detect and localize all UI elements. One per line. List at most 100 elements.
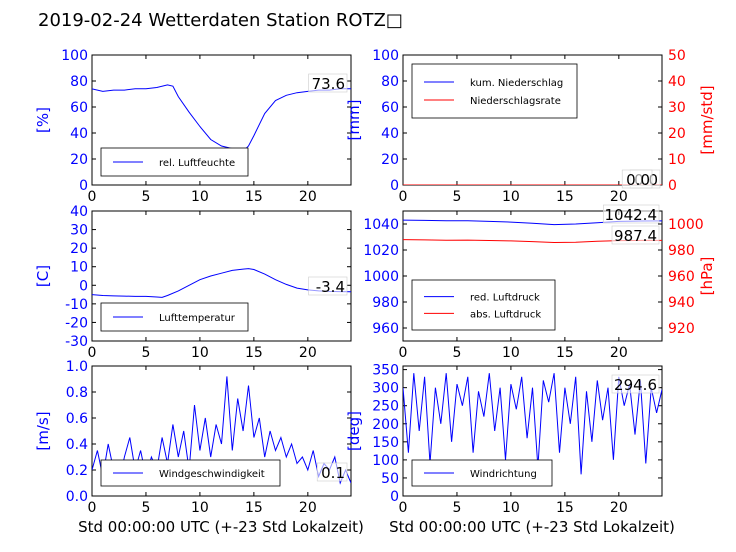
annotation-value: -3.4 — [316, 278, 345, 296]
x-axis-label-right: Std 00:00:00 UTC (+-23 Std Lokalzeit) — [389, 518, 675, 536]
y-tick-label: 30 — [70, 223, 88, 239]
y2-axis-label: [mm/std] — [698, 85, 716, 154]
x-tick-label: 20 — [299, 345, 317, 361]
x-tick-label: 5 — [141, 500, 150, 516]
y2-tick-label: 980 — [668, 243, 695, 259]
x-tick-label: 10 — [191, 345, 209, 361]
annotation-value: 987.4 — [614, 227, 657, 245]
y-tick-label: 980 — [372, 295, 399, 311]
legend-label: Niederschlagsrate — [470, 96, 561, 107]
annotation-box — [621, 169, 653, 189]
panel-2: 0 5 10 15 20 0 20 40 60 80 100 0 10 20 30 40 50 [mm] [mm/s… — [345, 48, 716, 205]
annotation-value: 1042.4 — [605, 206, 658, 224]
x-tick-label: 0 — [399, 189, 408, 205]
y2-tick-label: 50 — [668, 48, 686, 64]
legend-label: Windgeschwindigkeit — [159, 469, 265, 480]
y-tick-label: 200 — [372, 417, 399, 433]
x-axis-label-left: Std 00:00:00 UTC (+-23 Std Lokalzeit) — [78, 518, 364, 536]
y-tick-label: 960 — [372, 321, 399, 337]
annotation-box — [611, 374, 660, 394]
y-axis-label: [C] — [34, 265, 52, 287]
y2-tick-label: 0 — [668, 178, 677, 194]
panel-4: 0 5 10 15 20 960 980 1000 1020 1040 920 940 960 980 10… — [363, 204, 716, 361]
y-tick-label: 0.6 — [66, 411, 88, 427]
y-tick-label: 0 — [79, 178, 88, 194]
legend: Windrichtung — [411, 459, 553, 487]
y-tick-label: 20 — [70, 241, 88, 257]
annotation-value: 294.6 — [614, 376, 657, 394]
panel-6: 0 5 10 15 20050100150200250300350[deg]Windri… — [345, 363, 663, 516]
series-line-1 — [92, 84, 351, 152]
panel-3: 0 5 10 15 20 -30 -20 -10 0 10 20 30 40 [C] Lufttempera… — [34, 204, 352, 361]
legend: rel. Luftfeuchte — [100, 147, 249, 177]
x-tick-label: 10 — [502, 500, 520, 516]
y-tick-label: 300 — [372, 381, 399, 397]
annotation-box — [316, 462, 348, 482]
y2-tick-label: 40 — [668, 74, 686, 90]
x-tick-label: 10 — [191, 500, 209, 516]
y-axis-label: [m/s] — [34, 411, 52, 450]
x-tick-label: 15 — [556, 189, 574, 205]
x-tick-label: 0 — [399, 500, 408, 516]
x-tick-label: 15 — [245, 345, 263, 361]
y-tick-label: 100 — [61, 48, 88, 64]
annotation-value: 0.0 — [626, 171, 650, 189]
x-tick-label: 5 — [452, 345, 461, 361]
x-tick-label: 20 — [299, 189, 317, 205]
y-tick-label: 100 — [372, 48, 399, 64]
y-tick-label: -30 — [65, 334, 88, 350]
y-axis-label: [deg] — [345, 411, 363, 451]
y-tick-label: 250 — [372, 399, 399, 415]
y-tick-label: 100 — [372, 453, 399, 469]
y2-tick-label: 960 — [668, 269, 695, 285]
y-axis-label: [mm] — [345, 100, 363, 141]
x-tick-label: 15 — [556, 500, 574, 516]
y2-tick-label: 30 — [668, 100, 686, 116]
annotation-box — [603, 204, 660, 224]
x-tick-label: 5 — [452, 500, 461, 516]
y-tick-label: 1.0 — [66, 359, 88, 375]
annotation-value: 0.1 — [321, 464, 345, 482]
y-tick-label: 60 — [70, 100, 88, 116]
y-tick-label: 80 — [381, 74, 399, 90]
y-axis-label: [%] — [34, 107, 52, 133]
y-tick-label: 80 — [70, 74, 88, 90]
x-tick-label: 10 — [502, 189, 520, 205]
legend-label: abs. Luftdruck — [470, 309, 541, 320]
panel-5: 0 5 10 15 20 0.0 0.2 0.4 0.6 0.8 1.0 [m/s] Windgesch… — [34, 359, 352, 516]
panel-1: 0 5 10 15 20 0 20 40 60 80 100 [%] rel. Luftfeuchte 7… — [34, 48, 352, 205]
series-line-1 — [92, 268, 351, 298]
x-tick-label: 15 — [245, 500, 263, 516]
x-tick-label: 15 — [245, 189, 263, 205]
annotation-box — [611, 225, 660, 245]
legend: Lufttemperatur — [100, 302, 249, 332]
y-tick-label: 1040 — [363, 217, 399, 233]
y-tick-label: 0.4 — [66, 437, 88, 453]
y-tick-label: 150 — [372, 435, 399, 451]
x-tick-label: 20 — [299, 500, 317, 516]
y-tick-label: 0 — [79, 278, 88, 294]
y-tick-label: 0 — [390, 178, 399, 194]
legend-label: kum. Niederschlag — [470, 78, 563, 89]
y2-tick-label: 940 — [668, 295, 695, 311]
y-tick-label: 0.2 — [66, 463, 88, 479]
x-tick-label: 0 — [88, 189, 97, 205]
y-tick-label: 60 — [381, 100, 399, 116]
y2-tick-label: 10 — [668, 152, 686, 168]
y-tick-label: 0.0 — [66, 489, 88, 505]
legend-label: Windrichtung — [470, 469, 537, 480]
legend-label: Lufttemperatur — [159, 313, 236, 324]
legend-label: rel. Luftfeuchte — [159, 158, 235, 169]
y-tick-label: 10 — [70, 260, 88, 276]
legend-box — [100, 147, 249, 177]
y-tick-label: 350 — [372, 363, 399, 379]
legend: Windgeschwindigkeit — [100, 459, 281, 487]
y-tick-label: 1000 — [363, 269, 399, 285]
legend-box — [411, 63, 578, 119]
y-tick-label: -20 — [65, 315, 88, 331]
x-tick-label: 10 — [191, 189, 209, 205]
legend-box — [411, 279, 556, 331]
y-tick-label: 0 — [390, 489, 399, 505]
y-tick-label: 40 — [70, 126, 88, 142]
